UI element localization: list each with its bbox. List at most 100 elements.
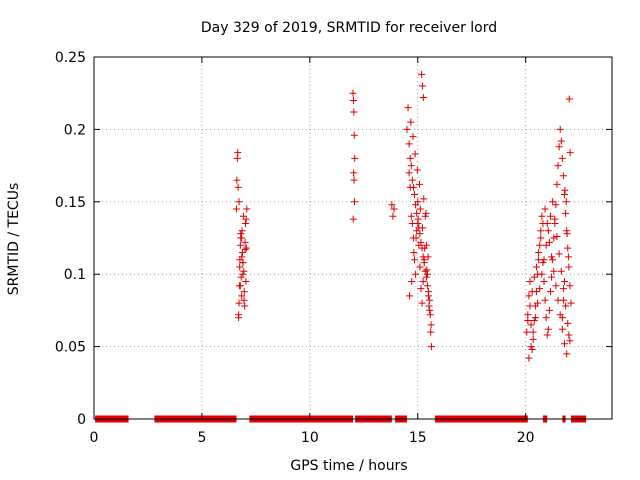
data-point: [416, 263, 424, 271]
data-point: [351, 198, 359, 206]
data-point: [241, 302, 249, 310]
data-point: [542, 314, 550, 322]
data-point: [350, 176, 358, 184]
data-point: [543, 220, 551, 228]
plot-frame: [93, 56, 613, 420]
data-point: [411, 256, 419, 264]
data-point: [553, 180, 561, 188]
data-point: [238, 292, 246, 300]
data-point: [544, 325, 552, 333]
data-point: [414, 215, 422, 223]
data-point: [529, 328, 537, 336]
x-tick-label: 10: [301, 430, 319, 446]
data-point: [403, 125, 411, 133]
data-point: [525, 292, 533, 300]
data-point: [235, 314, 243, 322]
data-point: [532, 263, 540, 271]
data-point: [558, 154, 566, 162]
data-point: [238, 234, 246, 242]
data-point: [562, 302, 570, 310]
data-point: [555, 143, 563, 151]
data-point: [412, 234, 420, 242]
data-point: [564, 253, 572, 261]
data-point: [422, 209, 430, 217]
data-point: [555, 250, 563, 258]
data-point: [417, 285, 425, 293]
data-point: [404, 104, 412, 112]
data-point: [350, 169, 358, 177]
data-point: [410, 248, 418, 256]
y-tick-label: 0.05: [55, 340, 86, 356]
data-point: [411, 150, 419, 158]
data-point: [408, 176, 416, 184]
data-point: [349, 96, 357, 104]
data-point: [541, 205, 549, 213]
data-point: [409, 183, 417, 191]
data-point: [530, 273, 538, 281]
data-point: [554, 162, 562, 170]
data-point: [565, 95, 573, 103]
data-point: [545, 238, 553, 246]
data-point: [233, 176, 241, 184]
data-point: [559, 285, 567, 293]
data-point: [561, 277, 569, 285]
data-point: [413, 209, 421, 217]
chart-title: Day 329 of 2019, SRMTID for receiver lor…: [201, 20, 497, 36]
data-point: [351, 154, 359, 162]
data-point: [237, 230, 245, 238]
data-point: [526, 277, 534, 285]
data-point: [421, 244, 429, 252]
data-point: [428, 343, 436, 351]
data-point: [239, 259, 247, 267]
y-tick-label: 0.1: [64, 267, 86, 283]
data-point: [234, 149, 242, 157]
data-point: [418, 299, 426, 307]
data-point: [418, 224, 426, 232]
data-point: [558, 314, 566, 322]
data-point: [551, 215, 559, 223]
data-point: [537, 227, 545, 235]
data-point: [418, 70, 426, 78]
data-point: [417, 238, 425, 246]
data-point: [421, 212, 429, 220]
data-point: [528, 288, 536, 296]
data-point: [524, 317, 532, 325]
data-point: [409, 133, 417, 141]
data-point: [242, 277, 250, 285]
data-point: [529, 335, 537, 343]
data-point: [242, 215, 250, 223]
grid-lines: [94, 57, 612, 419]
data-point: [425, 302, 433, 310]
data-point: [408, 277, 416, 285]
data-point: [545, 306, 553, 314]
data-point: [420, 259, 428, 267]
data-point: [426, 306, 434, 314]
data-point: [523, 328, 531, 336]
data-point: [236, 263, 244, 271]
data-point: [388, 201, 396, 209]
data-point: [538, 212, 546, 220]
data-point: [235, 198, 243, 206]
data-point: [548, 253, 556, 261]
data-point: [544, 227, 552, 235]
y-tick-label: 0.2: [64, 122, 86, 138]
data-point: [563, 350, 571, 358]
data-point: [566, 337, 574, 345]
data-point: [562, 209, 570, 217]
data-point: [541, 296, 549, 304]
data-point: [548, 273, 556, 281]
data-point: [240, 296, 248, 304]
data-point: [405, 169, 413, 177]
data-point: [236, 241, 244, 249]
data-point: [552, 282, 560, 290]
x-tick-label: 20: [517, 430, 535, 446]
data-point: [550, 267, 558, 275]
data-point: [235, 299, 243, 307]
data-point: [549, 198, 557, 206]
data-point: [536, 285, 544, 293]
data-point: [565, 331, 573, 339]
data-point: [535, 248, 543, 256]
data-point: [407, 162, 415, 170]
data-point: [232, 205, 240, 213]
data-point: [241, 238, 249, 246]
